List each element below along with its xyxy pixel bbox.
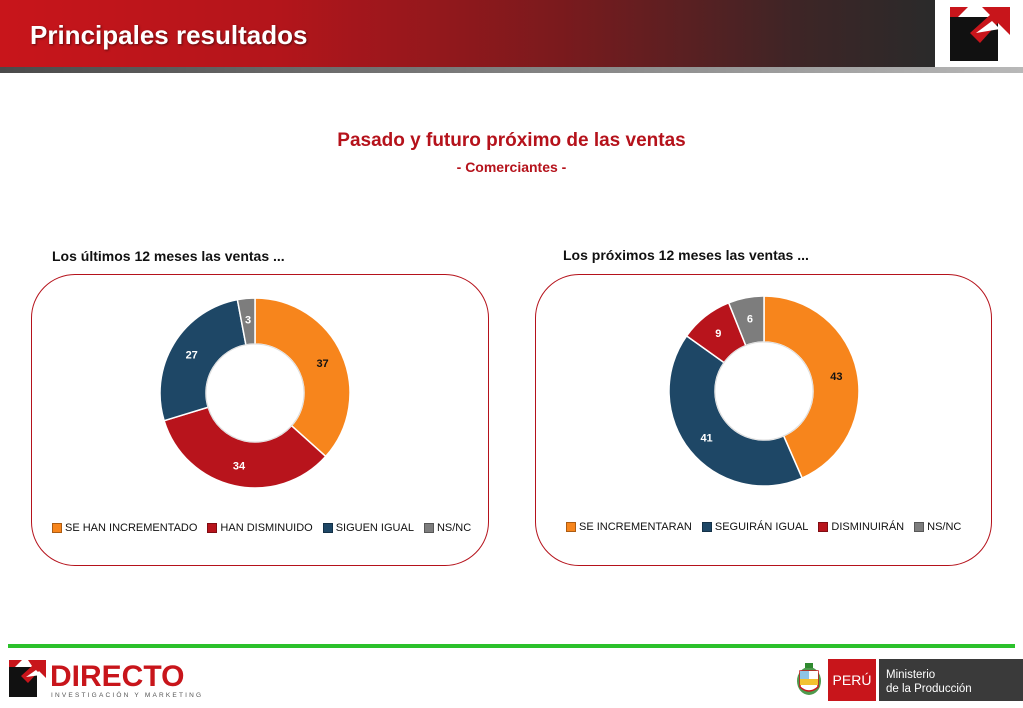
legend-item-0-3: NS/NC xyxy=(423,522,472,534)
legend-item-1-2: DISMINUIRÁN xyxy=(818,521,904,533)
legend-label-0-1: HAN DISMINUIDO xyxy=(220,522,313,534)
left-chart-legend: SE HAN INCREMENTADO HAN DISMINUIDO SIGUEN … xyxy=(52,522,471,534)
legend-swatch-1-3 xyxy=(914,522,925,532)
legend-swatch-1-0 xyxy=(566,522,576,532)
donut-label-0-2: 27 xyxy=(186,350,198,362)
donut-label-1-0: 43 xyxy=(830,371,842,383)
legend-swatch-0-1 xyxy=(207,523,218,533)
legend-item-0-0: SE HAN INCREMENTADO xyxy=(52,522,197,534)
donut-label-1-1: 41 xyxy=(700,433,712,445)
donut-hole-1 xyxy=(714,341,814,441)
legend-label-1-2: DISMINUIRÁN xyxy=(831,521,905,533)
right-chart-legend: SE INCREMENTARAN SEGUIRÁN IGUAL DISMINUIRÁ… xyxy=(566,521,961,533)
legend-label-1-1: SEGUIRÁN IGUAL xyxy=(714,521,809,533)
footer-country-text: PERÚ xyxy=(833,672,872,688)
footer-brand-tagline: INVESTIGACIÓN Y MARKETING xyxy=(51,690,203,699)
donut-label-0-1: 34 xyxy=(233,460,246,472)
footer-ministry-line1: Ministerio xyxy=(886,669,935,681)
header-strip xyxy=(0,67,1023,73)
right-chart-title: Los próximos 12 meses las ventas ... xyxy=(563,247,809,263)
right-donut-chart: 43 41 9 6 xyxy=(668,295,860,487)
footer-brand-text: DIRECTO xyxy=(50,660,184,693)
legend-label-1-3: NS/NC xyxy=(927,521,962,533)
page-title: Principales resultados xyxy=(30,20,308,50)
donut-label-1-3: 6 xyxy=(747,313,753,325)
footer-divider xyxy=(8,644,1015,648)
legend-item-1-3: NS/NC xyxy=(914,521,961,533)
donut-label-1-2: 9 xyxy=(715,328,721,340)
donut-hole-0 xyxy=(205,343,305,443)
legend-item-0-1: HAN DISMINUIDO xyxy=(207,522,313,534)
directo-brand-logo: DIRECTO INVESTIGACIÓN Y MARKETING xyxy=(9,660,203,699)
ministry-logo: PERÚ Ministerio de la Producción xyxy=(797,659,1023,701)
legend-item-1-0: SE INCREMENTARAN xyxy=(566,521,692,533)
legend-swatch-1-1 xyxy=(701,522,712,532)
legend-label-0-2: SIGUEN IGUAL xyxy=(335,522,414,534)
left-chart-title: Los últimos 12 meses las ventas ... xyxy=(52,248,285,264)
legend-swatch-0-0 xyxy=(52,523,62,533)
left-donut-chart: 37 34 27 3 xyxy=(159,297,351,489)
legend-label-0-0: SE HAN INCREMENTADO xyxy=(65,522,198,534)
legend-swatch-0-3 xyxy=(423,523,434,533)
legend-label-0-3: NS/NC xyxy=(436,522,472,534)
peru-coat-of-arms-icon xyxy=(797,663,821,695)
footer-ministry-line2: de la Producción xyxy=(886,683,972,695)
header-bar xyxy=(0,0,935,67)
legend-label-1-0: SE INCREMENTARAN xyxy=(579,521,692,533)
legend-swatch-0-2 xyxy=(322,523,333,533)
main-subtitle: - Comerciantes - xyxy=(456,159,567,175)
legend-item-0-2: SIGUEN IGUAL xyxy=(322,522,414,534)
donut-label-0-0: 37 xyxy=(316,358,328,370)
main-title: Pasado y futuro próximo de las ventas xyxy=(337,130,686,151)
legend-swatch-1-2 xyxy=(818,522,829,532)
donut-label-0-3: 3 xyxy=(245,314,251,326)
legend-item-1-1: SEGUIRÁN IGUAL xyxy=(701,521,809,533)
directo-logo-icon xyxy=(946,3,1014,65)
